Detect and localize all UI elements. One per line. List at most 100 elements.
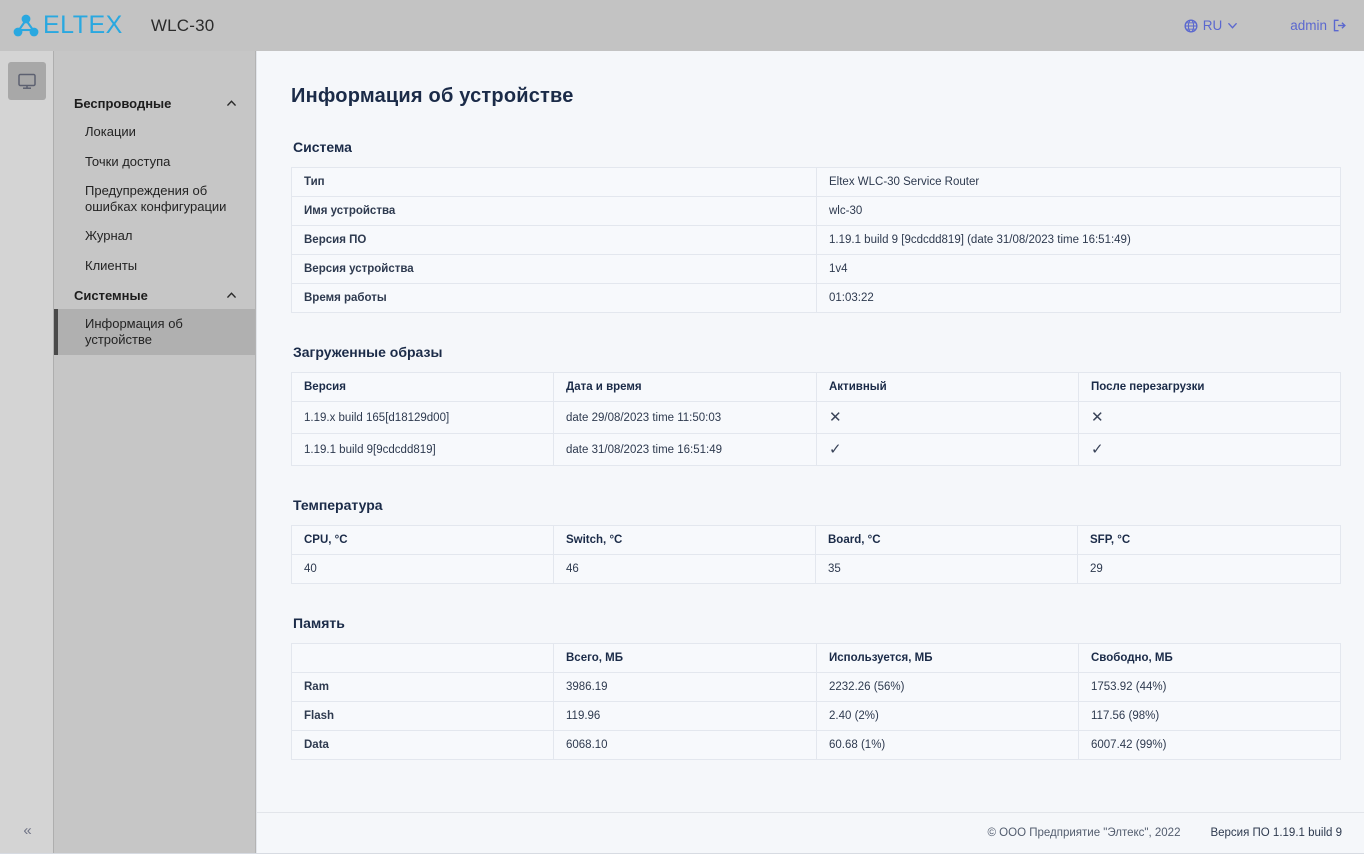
images-col-version: Версия — [291, 372, 554, 402]
temp-value-sfp: 29 — [1077, 554, 1341, 584]
section-title-memory: Память — [293, 615, 345, 631]
table-row: 1.19.1 build 9[9cdcdd819] date 31/08/202… — [291, 433, 1341, 466]
temp-value-board: 35 — [815, 554, 1078, 584]
logout-icon[interactable] — [1333, 19, 1346, 32]
memory-row-name: Ram — [291, 672, 554, 702]
app-header: ELTEX WLC-30 RU — [0, 0, 1364, 51]
sidebar-group-system[interactable]: Системные — [54, 281, 255, 309]
images-cell-datetime: date 29/08/2023 time 11:50:03 — [553, 401, 817, 434]
memory-table: Всего, МБ Используется, МБ Свободно, МБ … — [291, 643, 1341, 760]
brand-logo[interactable]: ELTEX — [12, 11, 123, 40]
images-col-active: Активный — [816, 372, 1079, 402]
images-cell-after-reboot: ✕ — [1078, 401, 1341, 434]
table-row: Имя устройства wlc-30 — [291, 196, 1341, 226]
sidebar-item-log[interactable]: Журнал — [85, 228, 133, 243]
temp-col-board: Board, °C — [815, 525, 1078, 555]
check-icon: ✓ — [1091, 441, 1104, 458]
firmware-images-table: Версия Дата и время Активный После перез… — [291, 372, 1341, 466]
system-label-device-name: Имя устройства — [291, 196, 817, 226]
temp-col-sfp: SFP, °C — [1077, 525, 1341, 555]
system-value-sw-version: 1.19.1 build 9 [9cdcdd819] (date 31/08/2… — [816, 225, 1341, 255]
user-label: admin — [1290, 18, 1327, 33]
cross-icon: ✕ — [1091, 409, 1104, 426]
check-icon: ✓ — [829, 441, 842, 458]
memory-cell-free: 1753.92 (44%) — [1078, 672, 1341, 702]
icon-rail: « — [0, 51, 54, 853]
system-label-type: Тип — [291, 167, 817, 197]
section-title-images: Загруженные образы — [293, 344, 443, 360]
system-value-uptime: 01:03:22 — [816, 283, 1341, 313]
sidebar-nav: Беспроводные Локации Точки доступа Преду… — [54, 51, 256, 853]
window-bottom-edge — [0, 853, 1364, 856]
sidebar-item-device-info[interactable]: Информация об устройстве — [54, 309, 255, 355]
temperature-table: CPU, °C Switch, °C Board, °C SFP, °C 40 … — [291, 525, 1341, 584]
globe-icon — [1184, 18, 1198, 33]
footer-copyright: © ООО Предприятие "Элтекс", 2022 — [987, 827, 1181, 839]
sidebar-group-wireless[interactable]: Беспроводные — [54, 89, 255, 117]
sidebar-item-clients[interactable]: Клиенты — [85, 258, 138, 273]
page-footer: © ООО Предприятие "Элтекс", 2022 Версия … — [257, 812, 1364, 853]
table-row: Data 6068.10 60.68 (1%) 6007.42 (99%) — [291, 730, 1341, 760]
images-cell-active: ✓ — [816, 433, 1079, 466]
images-cell-after-reboot: ✓ — [1078, 433, 1341, 466]
chevron-up-icon — [226, 290, 237, 301]
body-region: « Беспроводные Локации Точки доступа Пре… — [0, 51, 1364, 853]
footer-version: Версия ПО 1.19.1 build 9 — [1210, 827, 1342, 839]
memory-cell-total: 6068.10 — [553, 730, 817, 760]
chevron-down-icon — [1227, 20, 1238, 31]
system-value-type: Eltex WLC-30 Service Router — [816, 167, 1341, 197]
images-col-after-reboot: После перезагрузки — [1078, 372, 1341, 402]
language-label: RU — [1202, 18, 1223, 33]
temp-value-cpu: 40 — [291, 554, 554, 584]
table-row: Flash 119.96 2.40 (2%) 117.56 (98%) — [291, 701, 1341, 731]
images-cell-version: 1.19.1 build 9[9cdcdd819] — [291, 433, 554, 466]
temp-value-switch: 46 — [553, 554, 816, 584]
memory-cell-used: 60.68 (1%) — [816, 730, 1079, 760]
memory-cell-free: 6007.42 (99%) — [1078, 730, 1341, 760]
cross-icon: ✕ — [829, 409, 842, 426]
images-cell-version: 1.19.x build 165[d18129d00] — [291, 401, 554, 434]
table-row: 1.19.x build 165[d18129d00] date 29/08/2… — [291, 401, 1341, 434]
system-table: Тип Eltex WLC-30 Service Router Имя устр… — [291, 167, 1341, 313]
monitor-icon — [17, 71, 37, 91]
memory-col-total: Всего, МБ — [553, 643, 817, 673]
sidebar-item-config-error-warnings[interactable]: Предупреждения об ошибках конфигурации — [85, 183, 227, 214]
memory-col-used: Используется, МБ — [816, 643, 1079, 673]
chevron-up-icon — [226, 98, 237, 109]
images-cell-datetime: date 31/08/2023 time 16:51:49 — [553, 433, 817, 466]
table-row: 40 46 35 29 — [291, 554, 1341, 584]
sidebar-item-locations[interactable]: Локации — [85, 124, 136, 139]
images-cell-active: ✕ — [816, 401, 1079, 434]
memory-cell-used: 2232.26 (56%) — [816, 672, 1079, 702]
content-scroll-area: Информация об устройстве Система Тип Elt… — [257, 51, 1364, 812]
system-label-uptime: Время работы — [291, 283, 817, 313]
temp-col-switch: Switch, °C — [553, 525, 816, 555]
brand-name: ELTEX — [43, 11, 123, 39]
user-menu[interactable]: admin — [1290, 18, 1346, 33]
memory-col-free: Свободно, МБ — [1078, 643, 1341, 673]
memory-row-name: Data — [291, 730, 554, 760]
section-title-system: Система — [293, 139, 352, 155]
header-actions: RU admin — [1184, 18, 1346, 33]
product-name: WLC-30 — [150, 15, 215, 35]
table-header-row: Версия Дата и время Активный После перез… — [291, 372, 1341, 402]
eltex-molecule-icon — [12, 13, 40, 39]
language-selector[interactable]: RU — [1184, 18, 1239, 33]
section-title-temperature: Температура — [293, 497, 383, 513]
page-title: Информация об устройстве — [291, 85, 574, 107]
table-header-row: CPU, °C Switch, °C Board, °C SFP, °C — [291, 525, 1341, 555]
table-header-row: Всего, МБ Используется, МБ Свободно, МБ — [291, 643, 1341, 673]
system-value-hw-version: 1v4 — [816, 254, 1341, 284]
table-row: Версия устройства 1v4 — [291, 254, 1341, 284]
table-row: Время работы 01:03:22 — [291, 283, 1341, 313]
sidebar-item-access-points[interactable]: Точки доступа — [85, 154, 171, 169]
memory-cell-total: 119.96 — [553, 701, 817, 731]
memory-cell-used: 2.40 (2%) — [816, 701, 1079, 731]
main-content: Информация об устройстве Система Тип Elt… — [256, 51, 1364, 853]
system-label-sw-version: Версия ПО — [291, 225, 817, 255]
rail-item-monitoring[interactable] — [7, 62, 46, 100]
collapse-sidebar-button[interactable]: « — [23, 821, 31, 839]
sidebar-group-label: Беспроводные — [74, 95, 172, 111]
memory-col-name — [291, 643, 554, 673]
